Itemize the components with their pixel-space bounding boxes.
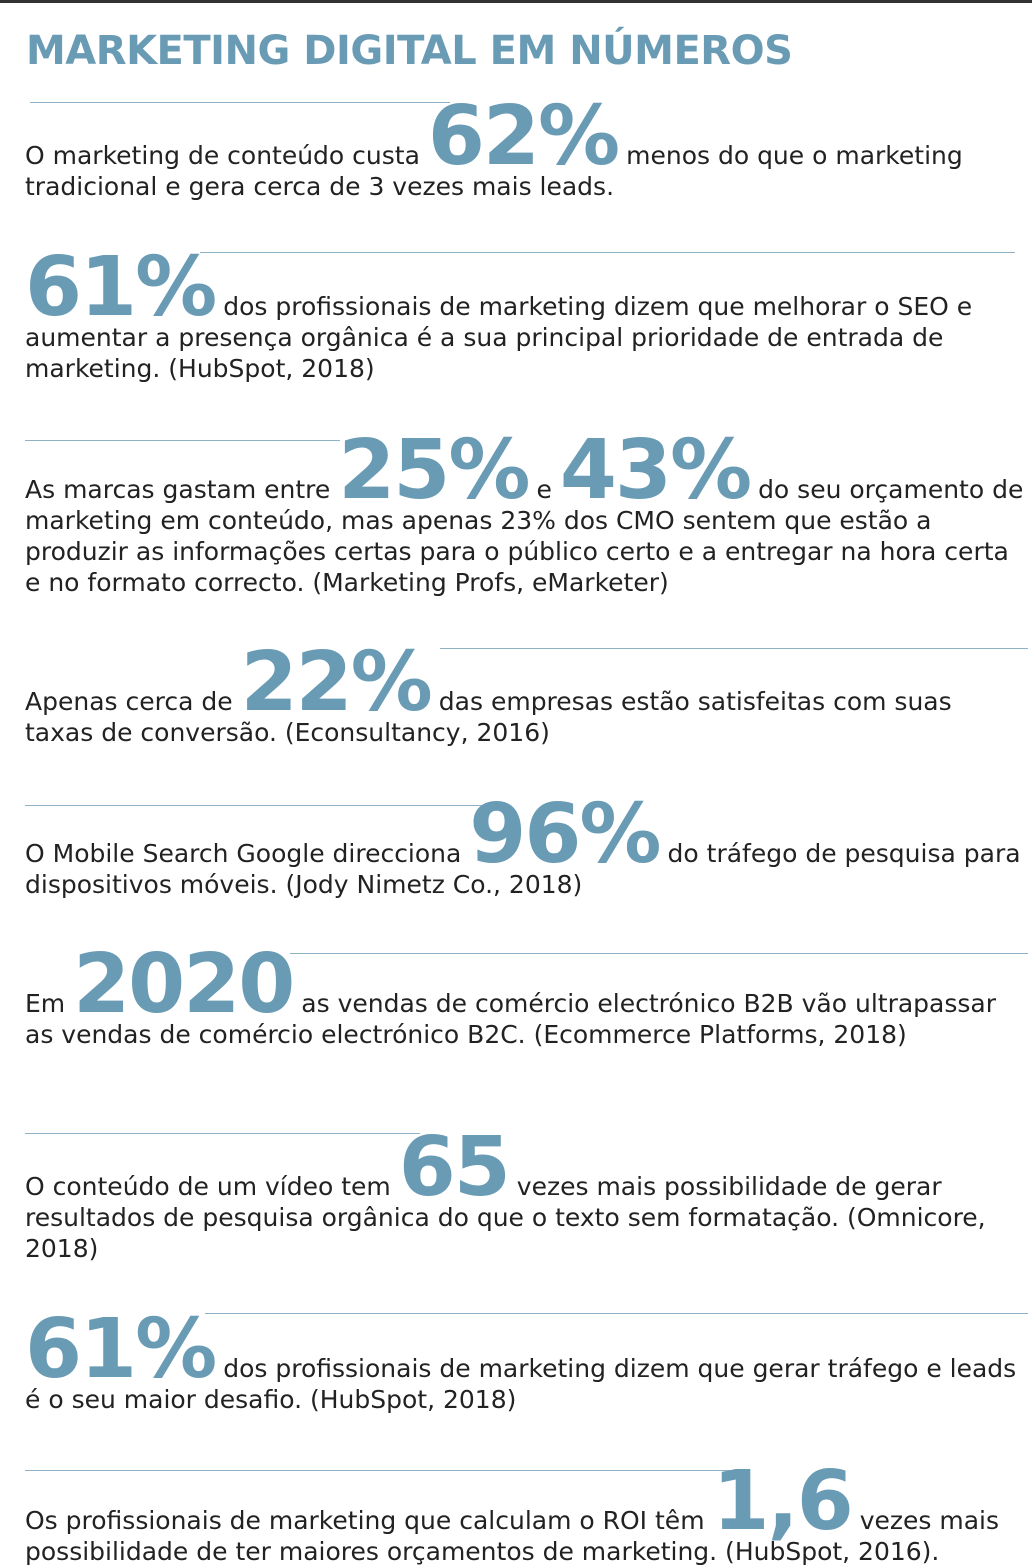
fact-text: dos profissionais de marketing dizem que…	[25, 292, 973, 383]
divider	[200, 252, 1015, 253]
big-number: 43%	[559, 423, 752, 518]
top-border	[0, 0, 1032, 3]
fact-text: O conteúdo de um vídeo tem	[25, 1172, 391, 1201]
divider	[205, 1313, 1028, 1314]
fact: Em 2020 as vendas de comércio electrónic…	[25, 944, 1027, 1050]
fact: Os profissionais de marketing que calcul…	[25, 1461, 1027, 1567]
fact: O conteúdo de um vídeo tem 65 vezes mais…	[25, 1127, 1027, 1264]
big-number: 25%	[338, 423, 530, 518]
title: MARKETING DIGITAL EM NÚMEROS	[26, 28, 793, 74]
divider	[25, 1133, 420, 1134]
fact: 61% dos profissionais de marketing dizem…	[25, 1309, 1027, 1415]
fact: O Mobile Search Google direcciona 96% do…	[25, 794, 1027, 900]
divider	[25, 1470, 735, 1471]
fact-text: As marcas gastam entre	[25, 475, 331, 504]
big-number: 96%	[469, 787, 661, 882]
fact-text: vezes mais possibilidade de gerar result…	[25, 1172, 986, 1263]
fact: Apenas cerca de 22% das empresas estão s…	[25, 642, 1027, 748]
divider	[25, 440, 340, 441]
fact-text: as vendas de comércio electrónico B2B vã…	[25, 989, 996, 1049]
fact-text: O marketing de conteúdo custa	[25, 141, 420, 170]
divider	[440, 648, 1028, 649]
fact-text: do tráfego de pesquisa para dispositivos…	[25, 839, 1021, 899]
fact-text: do seu orçamento de marketing em conteúd…	[25, 475, 1024, 597]
fact-text: das empresas estão satisfeitas com suas …	[25, 687, 952, 747]
fact-text: Apenas cerca de	[25, 687, 233, 716]
divider	[290, 953, 1028, 954]
fact-text: vezes mais possibilidade de ter maiores …	[25, 1506, 1000, 1566]
big-number: 61%	[25, 1302, 217, 1397]
fact-text: menos do que o marketing tradicional e g…	[25, 141, 963, 201]
big-number: 1,6	[712, 1454, 854, 1549]
big-number: 2020	[73, 937, 295, 1032]
fact-text: dos profissionais de marketing dizem que…	[25, 1354, 1017, 1414]
big-number: 65	[398, 1120, 511, 1215]
fact-text: O Mobile Search Google direcciona	[25, 839, 462, 868]
big-number: 61%	[25, 240, 217, 335]
fact-text: Os profissionais de marketing que calcul…	[25, 1506, 705, 1535]
fact-text: Em	[25, 989, 66, 1018]
fact: As marcas gastam entre 25% e 43% do seu …	[25, 430, 1027, 598]
fact: O marketing de conteúdo custa 62% menos …	[25, 96, 1027, 202]
fact: 61% dos profissionais de marketing dizem…	[25, 247, 1027, 384]
divider	[30, 102, 450, 103]
divider	[25, 805, 485, 806]
fact-text: e	[536, 475, 552, 504]
big-number: 22%	[240, 635, 433, 730]
big-number: 62%	[427, 89, 620, 184]
